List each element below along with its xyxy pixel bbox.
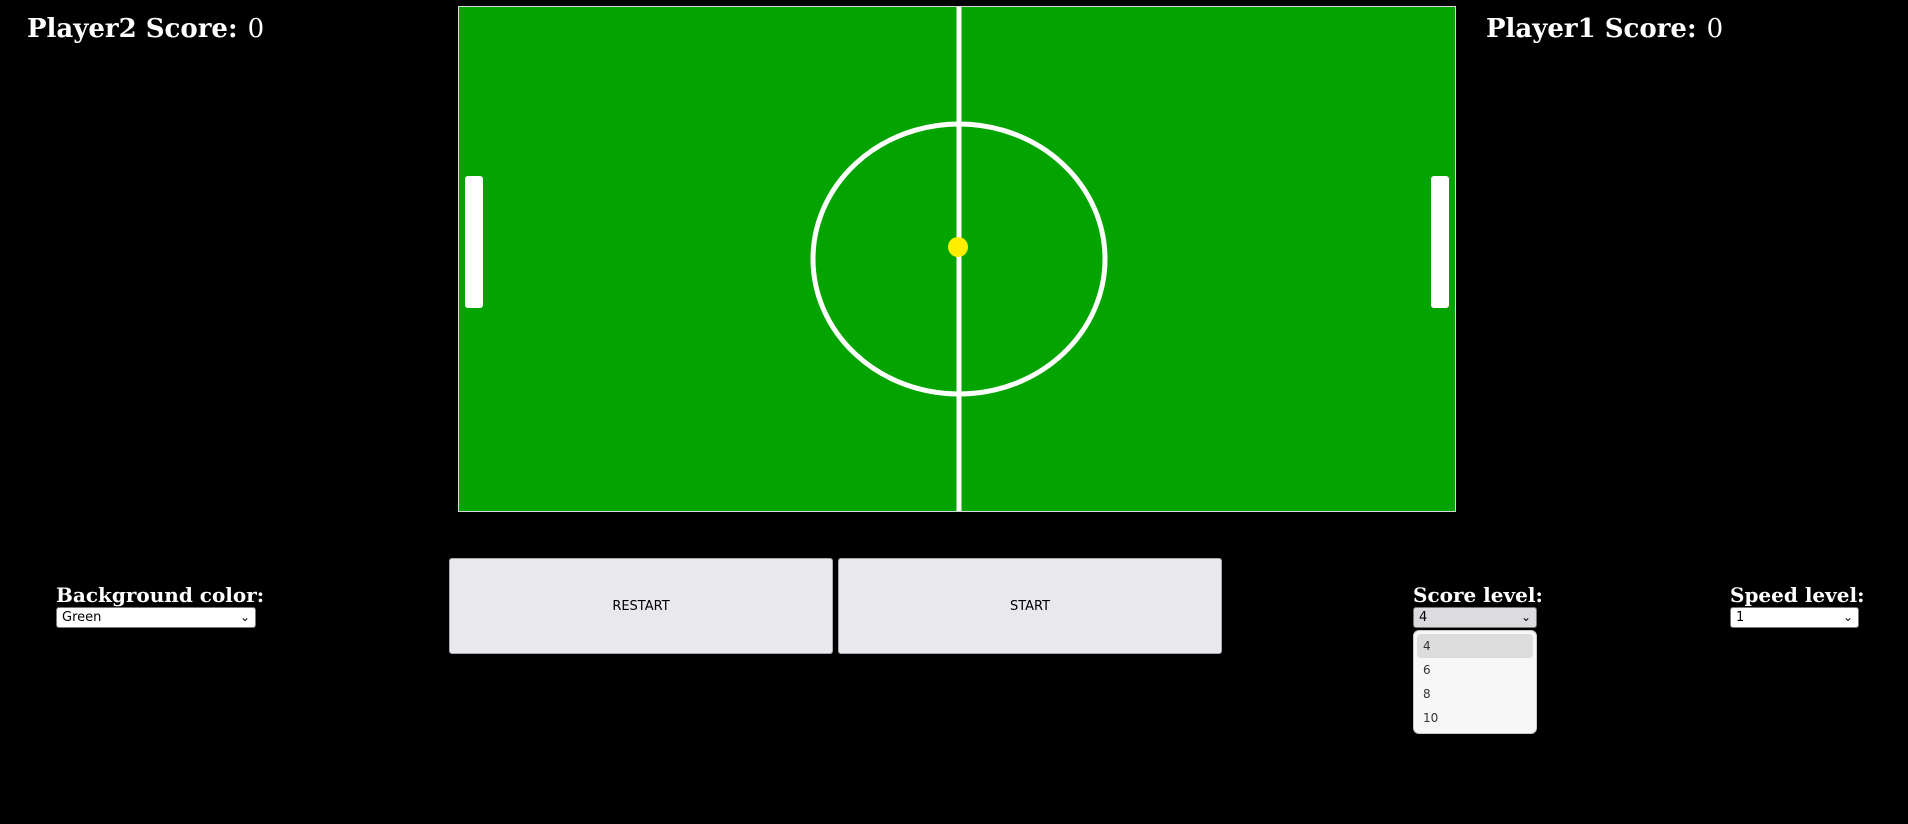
score-level-dropdown: 4 6 8 10: [1413, 630, 1537, 734]
chevron-down-icon: ⌄: [1520, 610, 1531, 624]
field-canvas: [459, 7, 1455, 511]
speed-level-value: 1: [1736, 610, 1745, 625]
player2-score-value: 0: [247, 14, 265, 44]
left-paddle: [465, 176, 483, 308]
speed-level-label: Speed level:: [1730, 583, 1865, 607]
game-field[interactable]: [458, 6, 1456, 512]
score-level-control: Score level: 4 ⌄: [1413, 583, 1543, 628]
score-level-value: 4: [1419, 610, 1428, 625]
score-option[interactable]: 10: [1423, 711, 1439, 725]
background-color-select[interactable]: Green ⌄: [56, 607, 256, 628]
right-paddle: [1431, 176, 1449, 308]
player1-score-label: Player1 Score:: [1486, 14, 1697, 44]
score-option[interactable]: 6: [1423, 663, 1431, 677]
player1-score: Player1 Score: 0: [1486, 14, 1723, 44]
player1-score-value: 0: [1706, 14, 1724, 44]
score-level-select[interactable]: 4 ⌄: [1413, 607, 1537, 628]
ball: [948, 237, 968, 257]
restart-button[interactable]: RESTART: [449, 558, 833, 654]
score-option[interactable]: 4: [1417, 634, 1533, 658]
speed-level-select[interactable]: 1 ⌄: [1730, 607, 1859, 628]
chevron-down-icon: ⌄: [1842, 610, 1853, 624]
background-color-label: Background color:: [56, 583, 265, 607]
chevron-down-icon: ⌄: [239, 610, 250, 624]
background-color-control: Background color: Green ⌄: [56, 583, 264, 628]
score-level-label: Score level:: [1413, 583, 1543, 607]
player2-score: Player2 Score: 0: [27, 14, 264, 44]
background-color-value: Green: [62, 610, 102, 625]
start-button[interactable]: START: [838, 558, 1222, 654]
speed-level-control: Speed level: 1 ⌄: [1730, 583, 1864, 628]
score-option[interactable]: 8: [1423, 687, 1431, 701]
center-circle: [810, 121, 1108, 397]
player2-score-label: Player2 Score:: [27, 14, 238, 44]
